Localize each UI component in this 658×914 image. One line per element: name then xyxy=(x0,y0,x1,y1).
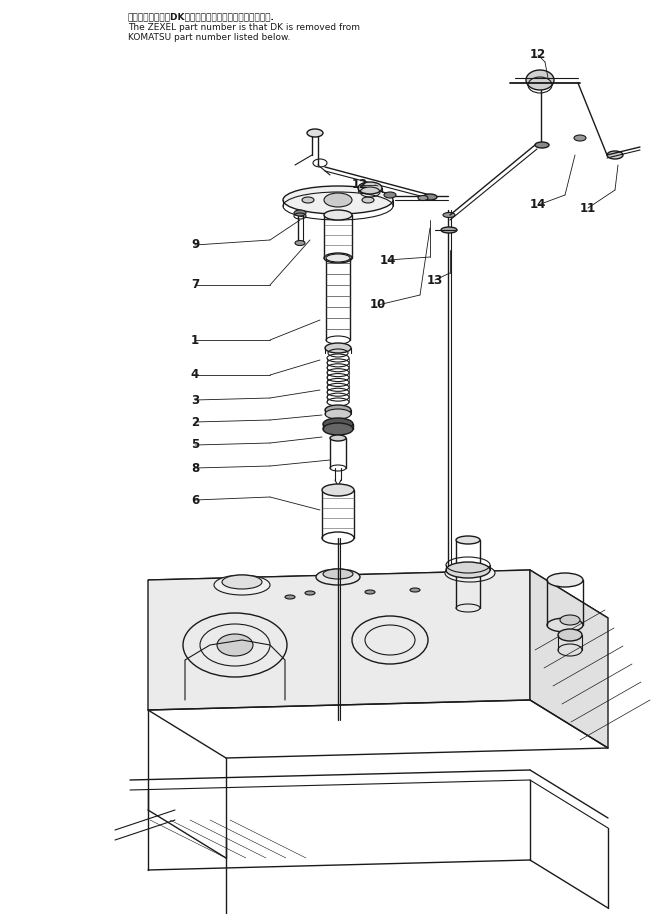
Ellipse shape xyxy=(441,227,457,233)
Text: 14: 14 xyxy=(530,198,546,211)
Text: 12: 12 xyxy=(530,48,546,61)
Ellipse shape xyxy=(322,484,354,496)
Ellipse shape xyxy=(307,129,323,137)
Ellipse shape xyxy=(558,629,582,641)
Ellipse shape xyxy=(214,575,270,595)
Text: 13: 13 xyxy=(427,273,443,286)
Ellipse shape xyxy=(217,634,253,656)
Text: 7: 7 xyxy=(191,279,199,292)
Text: 12: 12 xyxy=(352,178,368,192)
Ellipse shape xyxy=(222,575,262,589)
Text: KOMATSU part number listed below.: KOMATSU part number listed below. xyxy=(128,33,290,42)
Ellipse shape xyxy=(443,212,455,218)
Ellipse shape xyxy=(316,569,360,585)
Ellipse shape xyxy=(535,142,549,148)
Text: 10: 10 xyxy=(370,299,386,312)
Ellipse shape xyxy=(330,435,346,441)
Text: 4: 4 xyxy=(191,368,199,381)
Ellipse shape xyxy=(547,573,583,587)
Ellipse shape xyxy=(325,409,351,419)
Polygon shape xyxy=(148,570,530,710)
Ellipse shape xyxy=(324,210,352,220)
Ellipse shape xyxy=(285,595,295,599)
Ellipse shape xyxy=(418,196,428,200)
Text: 14: 14 xyxy=(380,253,396,267)
Text: 3: 3 xyxy=(191,394,199,407)
Ellipse shape xyxy=(445,564,495,582)
Ellipse shape xyxy=(423,194,437,200)
Text: 2: 2 xyxy=(191,416,199,429)
Ellipse shape xyxy=(456,536,480,544)
Ellipse shape xyxy=(324,193,352,207)
Ellipse shape xyxy=(323,418,353,430)
Ellipse shape xyxy=(574,135,586,141)
Ellipse shape xyxy=(325,405,351,415)
Ellipse shape xyxy=(384,192,396,198)
Ellipse shape xyxy=(295,240,305,246)
Ellipse shape xyxy=(294,210,306,216)
Text: 品番のメーカ記号DKを除いたものがゼクセルの品番です.: 品番のメーカ記号DKを除いたものがゼクセルの品番です. xyxy=(128,12,275,21)
Ellipse shape xyxy=(358,182,382,194)
Text: 1: 1 xyxy=(191,334,199,346)
Ellipse shape xyxy=(325,343,351,353)
Ellipse shape xyxy=(607,151,623,159)
Ellipse shape xyxy=(305,591,315,595)
Polygon shape xyxy=(530,570,608,748)
Ellipse shape xyxy=(323,423,353,435)
Ellipse shape xyxy=(526,70,554,90)
Ellipse shape xyxy=(362,197,374,203)
Ellipse shape xyxy=(283,186,393,214)
Text: 6: 6 xyxy=(191,494,199,506)
Ellipse shape xyxy=(302,197,314,203)
Ellipse shape xyxy=(326,254,350,262)
Ellipse shape xyxy=(323,569,353,579)
Text: 11: 11 xyxy=(580,201,596,215)
Ellipse shape xyxy=(560,615,580,625)
Ellipse shape xyxy=(365,590,375,594)
Text: 5: 5 xyxy=(191,439,199,452)
Text: 8: 8 xyxy=(191,462,199,474)
Ellipse shape xyxy=(410,588,420,592)
Ellipse shape xyxy=(446,562,490,578)
Text: The ZEXEL part number is that DK is removed from: The ZEXEL part number is that DK is remo… xyxy=(128,23,360,32)
Text: 9: 9 xyxy=(191,239,199,251)
Polygon shape xyxy=(148,570,608,628)
